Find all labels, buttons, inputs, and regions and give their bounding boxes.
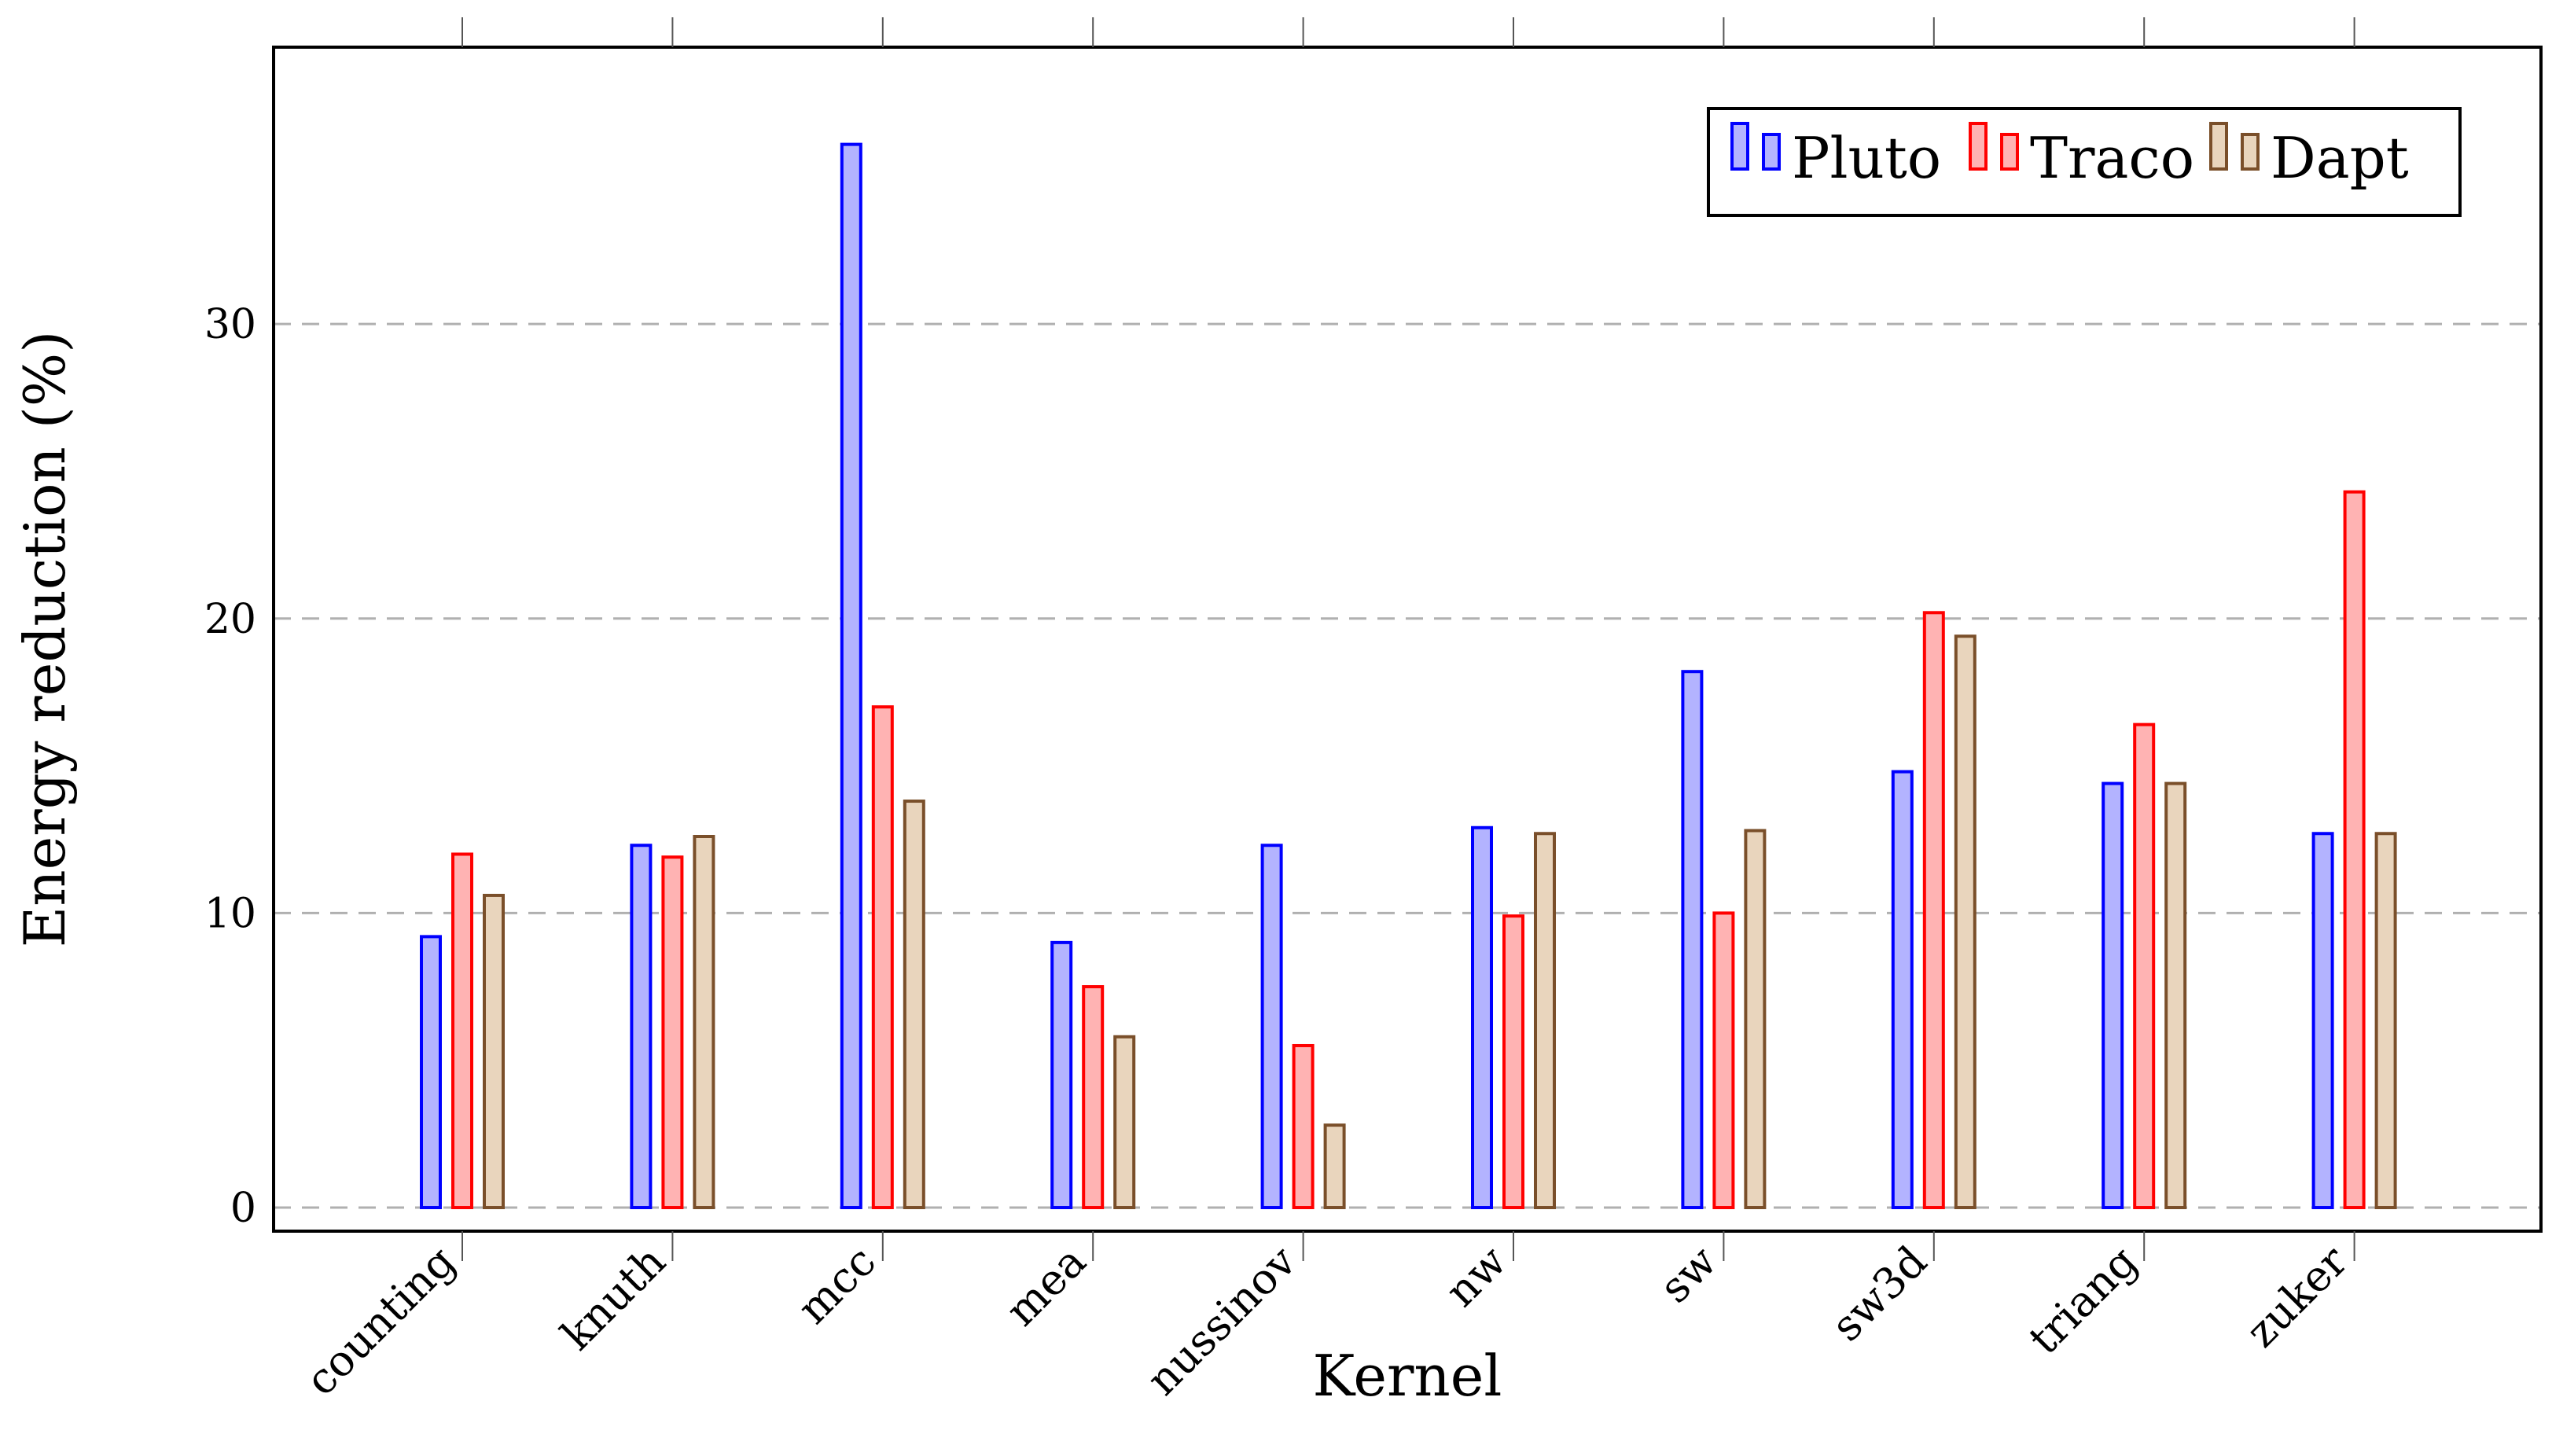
bar-traco — [2133, 722, 2156, 1210]
y-tick-label: 30 — [204, 301, 256, 348]
legend-label-pluto: Pluto — [1792, 125, 1941, 191]
bar-traco — [1082, 985, 1105, 1210]
x-tick-label: sw — [1650, 1237, 1726, 1313]
bar-traco — [1922, 611, 1945, 1210]
bar-dapt — [1113, 1035, 1136, 1210]
bar-dapt — [2164, 781, 2187, 1210]
bar-dapt — [2374, 832, 2397, 1210]
x-tick-label: mcc — [788, 1237, 885, 1334]
y-tick-label: 10 — [204, 890, 256, 937]
bar-dapt — [483, 893, 505, 1210]
x-tick-label: zuker — [2237, 1237, 2357, 1357]
bar-traco — [1502, 914, 1524, 1210]
bar-pluto — [630, 844, 653, 1210]
legend-label-dapt: Dapt — [2271, 125, 2409, 191]
bar-pluto — [1681, 670, 1704, 1210]
legend-label-traco: Traco — [2030, 125, 2194, 191]
bar-traco — [1292, 1043, 1315, 1210]
bar-traco — [1712, 911, 1735, 1210]
legend-swatch-traco — [2000, 133, 2019, 171]
bar-dapt — [1744, 829, 1767, 1210]
bar-dapt — [1534, 832, 1556, 1210]
bar-traco — [661, 855, 684, 1210]
legend-box — [1707, 107, 2462, 217]
x-tick-label: nw — [1436, 1237, 1516, 1317]
bars — [420, 142, 2397, 1210]
bar-dapt — [903, 800, 925, 1210]
y-axis-title: Energy reduction (%) — [12, 331, 78, 948]
legend: Pluto Traco Dapt — [1707, 107, 2462, 217]
y-tick-label: 20 — [204, 596, 256, 643]
bar-pluto — [2311, 832, 2334, 1210]
bar-pluto — [1471, 825, 1493, 1210]
legend-swatch-pluto — [1762, 133, 1781, 171]
x-tick-label: counting — [296, 1237, 465, 1406]
legend-swatch-dapt — [2209, 122, 2228, 171]
bar-pluto — [1891, 770, 1914, 1210]
bar-pluto — [1050, 940, 1073, 1210]
plot-frame — [272, 46, 2543, 1233]
bar-pluto — [1260, 844, 1283, 1210]
x-tick-label: knuth — [552, 1237, 675, 1360]
x-tick-label: sw3d — [1822, 1237, 1936, 1351]
legend-swatch-dapt — [2241, 133, 2260, 171]
legend-swatch-pluto — [1730, 122, 1749, 171]
axis-ticks — [461, 17, 2355, 1261]
y-tick-label: 0 — [230, 1185, 256, 1232]
legend-swatch-traco — [1969, 122, 1988, 171]
bar-pluto — [840, 142, 862, 1210]
bar-dapt — [1954, 634, 1977, 1210]
grid-lines — [274, 322, 2541, 1209]
bar-traco — [451, 852, 473, 1210]
bar-dapt — [1323, 1123, 1346, 1210]
x-tick-label: nussinov — [1138, 1236, 1307, 1405]
x-tick-label: mea — [996, 1237, 1095, 1336]
x-axis-title: Kernel — [1313, 1343, 1502, 1409]
bar-traco — [2343, 490, 2366, 1210]
bar-pluto — [2102, 781, 2124, 1210]
bar-dapt — [693, 835, 715, 1210]
x-tick-label: triang — [2019, 1237, 2146, 1364]
bar-pluto — [420, 935, 442, 1210]
bar-traco — [871, 705, 894, 1210]
